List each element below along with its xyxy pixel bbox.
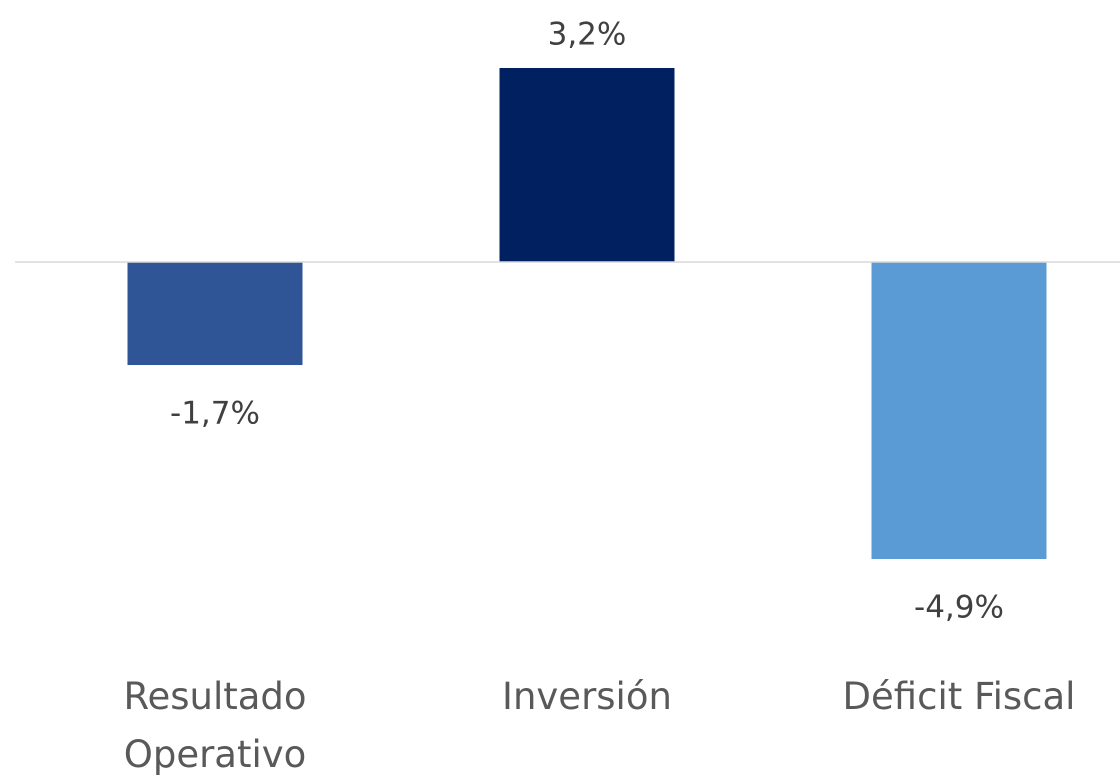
- bar: [127, 261, 303, 366]
- value-label: 3,2%: [548, 17, 627, 53]
- value-label: -1,7%: [170, 396, 260, 432]
- category-label: Resultado Operativo: [123, 675, 307, 776]
- bar: [499, 68, 675, 262]
- category-label: Déficit Fiscal: [842, 675, 1076, 718]
- bar: [871, 261, 1047, 559]
- category-label: Inversión: [502, 675, 672, 718]
- value-label: -4,9%: [914, 590, 1004, 626]
